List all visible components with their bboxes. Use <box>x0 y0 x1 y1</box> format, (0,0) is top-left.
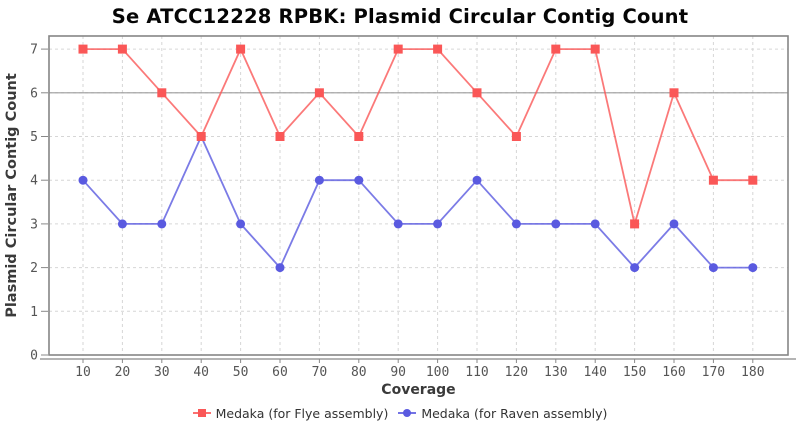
x-tick-label: 60 <box>272 365 288 380</box>
legend-label-flye: Medaka (for Flye assembly) <box>215 405 389 421</box>
data-point-marker <box>393 219 403 229</box>
data-point-marker <box>551 44 561 54</box>
plot-border <box>48 35 789 356</box>
plot-area: 10 20 30 40 50 60 70 80 90 100 110 120 130 140 150 160 1… <box>4 35 796 398</box>
legend-label-raven: Medaka (for Raven assembly) <box>421 405 608 421</box>
x-tick-label: 10 <box>75 365 91 380</box>
x-tick-label: 80 <box>351 365 367 380</box>
data-point-marker <box>236 44 246 54</box>
x-tick-label: 50 <box>233 365 249 380</box>
data-point-marker <box>78 44 88 54</box>
data-point-marker <box>708 263 718 273</box>
data-point-marker <box>590 219 600 229</box>
x-tick-label: 40 <box>193 365 209 380</box>
data-point-marker <box>157 88 167 98</box>
y-tick-label: 2 <box>30 261 38 276</box>
legend-circle-blue <box>403 409 412 417</box>
data-point-marker <box>314 175 324 185</box>
x-tick-label: 170 <box>702 365 725 380</box>
x-tick-label: 140 <box>583 365 606 380</box>
y-tick-label: 7 <box>30 43 38 58</box>
data-point-marker <box>708 175 718 185</box>
x-tick-label: 150 <box>623 365 646 380</box>
legend: Medaka (for Flye assembly) Medaka (for R… <box>0 400 800 426</box>
data-point-marker <box>393 44 403 54</box>
data-point-marker <box>511 132 521 141</box>
data-point-marker <box>78 175 88 185</box>
data-point-marker <box>472 88 482 98</box>
data-point-marker <box>157 219 167 229</box>
data-point-marker <box>590 44 600 54</box>
x-tick-label: 90 <box>390 365 406 380</box>
x-tick-label: 120 <box>505 365 528 380</box>
y-tick-label: 3 <box>30 217 38 232</box>
x-tick-label: 70 <box>312 365 328 380</box>
data-point-marker <box>433 219 443 229</box>
data-point-marker <box>433 44 443 54</box>
x-tick-label: 130 <box>544 365 567 380</box>
data-point-marker <box>117 219 127 229</box>
legend-item-raven: Medaka (for Raven assembly) <box>398 406 607 421</box>
y-tick-label: 1 <box>30 305 38 320</box>
data-point-marker <box>748 263 758 273</box>
data-point-marker <box>511 219 521 229</box>
data-point-marker <box>748 175 758 185</box>
x-tick-label: 180 <box>741 365 764 380</box>
y-tick-label: 4 <box>30 174 38 189</box>
series-line <box>82 134 753 270</box>
x-tick-label: 160 <box>662 365 685 380</box>
data-point-marker <box>354 132 364 141</box>
series-line <box>83 46 753 228</box>
data-point-marker <box>314 88 324 98</box>
data-point-marker <box>630 219 640 229</box>
data-point-marker <box>196 132 206 141</box>
y-tick-label: 0 <box>30 349 38 364</box>
data-point-marker <box>669 219 679 229</box>
data-point-marker <box>275 132 285 141</box>
data-point-marker <box>117 44 127 54</box>
legend-circle-marker-icon <box>398 408 417 418</box>
y-tick-label: 6 <box>30 86 38 101</box>
data-point-marker <box>472 175 482 185</box>
x-tick-label: 110 <box>465 365 488 380</box>
data-point-marker <box>551 219 561 229</box>
x-tick-label: 100 <box>426 365 449 380</box>
data-point-marker <box>669 88 679 98</box>
data-point-marker <box>354 175 364 185</box>
data-point-marker <box>236 219 246 229</box>
y-tick-label: 5 <box>30 130 38 145</box>
x-axis-label: Coverage <box>381 382 455 398</box>
legend-item-flye: Medaka (for Flye assembly) <box>192 405 389 421</box>
data-point-marker <box>630 263 640 273</box>
legend-square-red <box>197 409 206 417</box>
legend-square-marker-icon <box>192 408 211 418</box>
x-tick-label: 20 <box>115 365 131 380</box>
data-point-marker <box>275 263 285 273</box>
chart-title: Se ATCC12228 RPBK: Plasmid Circular Cont… <box>111 5 689 28</box>
y-axis-label: Plasmid Circular Contig Count <box>4 73 20 318</box>
x-tick-label: 30 <box>154 365 170 380</box>
